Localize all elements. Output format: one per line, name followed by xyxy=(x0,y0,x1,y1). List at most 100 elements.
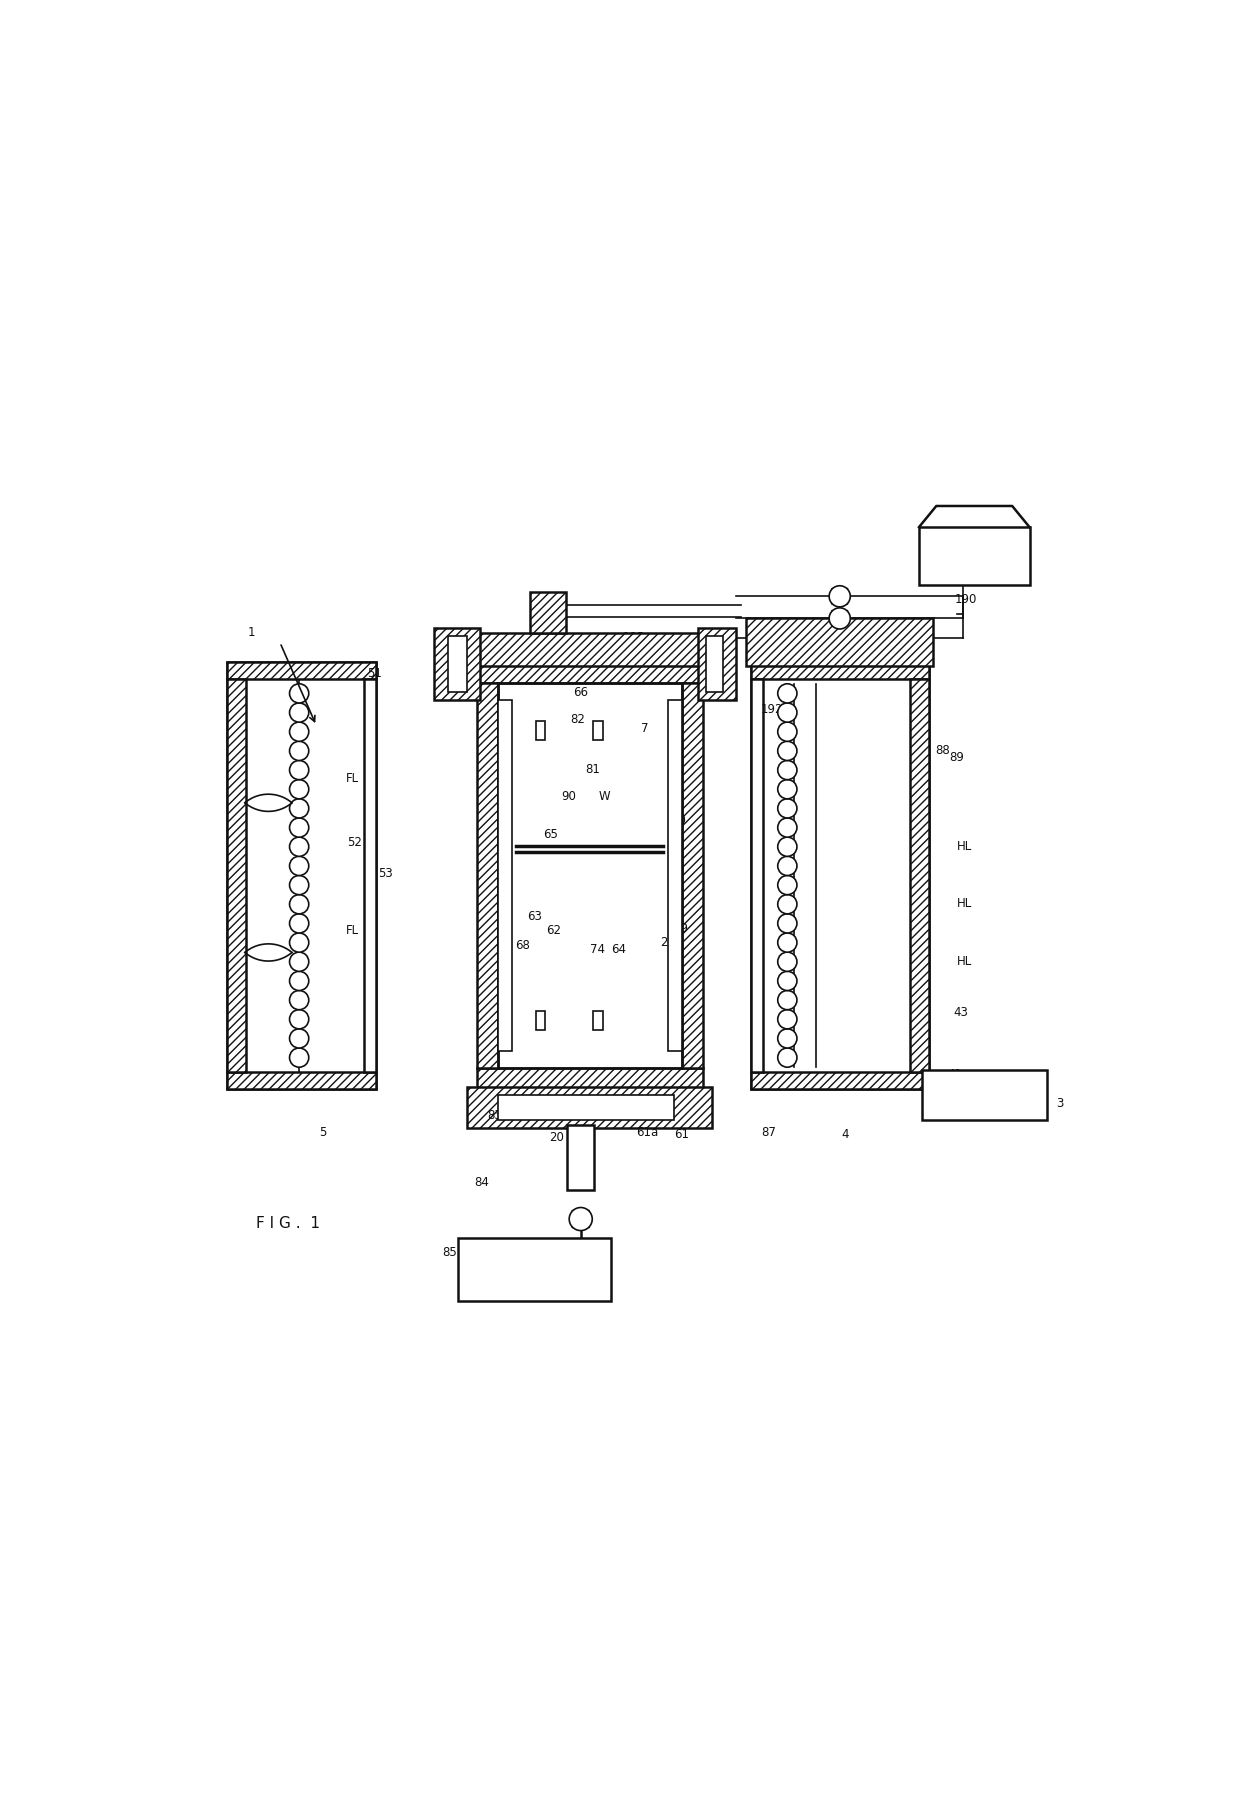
Text: GAS: GAS xyxy=(521,1276,548,1291)
Text: F I G .  1: F I G . 1 xyxy=(255,1217,320,1231)
Bar xyxy=(536,722,546,740)
Circle shape xyxy=(289,702,309,722)
Circle shape xyxy=(289,800,309,818)
Bar xyxy=(477,682,498,1069)
Circle shape xyxy=(830,587,851,606)
Text: 21: 21 xyxy=(660,935,675,949)
Circle shape xyxy=(777,722,797,742)
Text: 1: 1 xyxy=(247,626,255,639)
Text: 185: 185 xyxy=(622,632,645,644)
Bar xyxy=(227,1072,376,1088)
Bar xyxy=(458,1238,611,1301)
Text: 53: 53 xyxy=(378,866,393,879)
Text: 66: 66 xyxy=(573,686,588,699)
Text: 51: 51 xyxy=(367,666,382,680)
Circle shape xyxy=(777,1029,797,1049)
Text: 65: 65 xyxy=(543,828,558,841)
Text: EXHAUST: EXHAUST xyxy=(941,549,1007,563)
Circle shape xyxy=(777,818,797,838)
Text: 62: 62 xyxy=(547,924,562,937)
Text: 191: 191 xyxy=(711,688,733,700)
Text: 82: 82 xyxy=(570,713,585,726)
Bar xyxy=(477,1069,703,1088)
Circle shape xyxy=(777,971,797,991)
Circle shape xyxy=(289,742,309,760)
Text: HL: HL xyxy=(956,955,972,967)
Bar xyxy=(498,700,512,1051)
Circle shape xyxy=(777,1049,797,1067)
Bar xyxy=(536,1011,546,1029)
Bar xyxy=(698,628,737,700)
Text: 7: 7 xyxy=(641,722,649,735)
Text: 83: 83 xyxy=(487,1108,502,1121)
Circle shape xyxy=(289,913,309,933)
Circle shape xyxy=(289,933,309,953)
Circle shape xyxy=(777,684,797,702)
Bar xyxy=(682,682,703,1069)
Bar xyxy=(593,1011,603,1029)
Bar xyxy=(467,1087,713,1128)
Text: FL: FL xyxy=(346,773,358,785)
Circle shape xyxy=(289,1029,309,1049)
Circle shape xyxy=(289,856,309,875)
Text: 61: 61 xyxy=(675,1128,689,1141)
Circle shape xyxy=(777,875,797,895)
Circle shape xyxy=(289,875,309,895)
Circle shape xyxy=(289,684,309,702)
Circle shape xyxy=(777,1009,797,1029)
Bar xyxy=(529,592,567,634)
Circle shape xyxy=(777,895,797,913)
Text: HL: HL xyxy=(956,839,972,852)
Text: 6: 6 xyxy=(569,1126,577,1139)
Circle shape xyxy=(289,991,309,1009)
Bar xyxy=(498,682,682,1069)
Text: W: W xyxy=(599,791,610,803)
Bar xyxy=(227,662,376,1088)
Circle shape xyxy=(777,953,797,971)
Text: 68: 68 xyxy=(515,939,529,951)
Bar xyxy=(227,662,376,679)
Circle shape xyxy=(289,722,309,742)
Bar xyxy=(363,679,376,1072)
Bar xyxy=(751,1072,929,1088)
Circle shape xyxy=(289,953,309,971)
Bar xyxy=(751,662,929,1088)
Text: 192: 192 xyxy=(760,704,784,717)
Circle shape xyxy=(777,933,797,953)
Text: CONTROLLER: CONTROLLER xyxy=(940,1088,1029,1101)
Bar xyxy=(706,635,723,693)
Circle shape xyxy=(289,760,309,780)
Text: 3: 3 xyxy=(1056,1097,1064,1110)
Text: 20: 20 xyxy=(549,1132,564,1144)
Text: 86: 86 xyxy=(667,792,681,805)
Text: 90: 90 xyxy=(560,791,575,803)
Bar xyxy=(668,700,682,1051)
Text: 4: 4 xyxy=(841,1128,848,1141)
Circle shape xyxy=(289,971,309,991)
Bar xyxy=(472,634,708,666)
Text: 69: 69 xyxy=(673,922,688,935)
Circle shape xyxy=(289,1049,309,1067)
Circle shape xyxy=(289,895,309,913)
Text: 85: 85 xyxy=(443,1245,458,1260)
Bar xyxy=(746,619,934,666)
Circle shape xyxy=(777,760,797,780)
Circle shape xyxy=(777,913,797,933)
Text: TREATMENT: TREATMENT xyxy=(495,1254,574,1267)
Circle shape xyxy=(777,856,797,875)
Text: FL: FL xyxy=(346,924,358,937)
Circle shape xyxy=(777,991,797,1009)
Text: 84: 84 xyxy=(475,1177,489,1189)
Text: 61a: 61a xyxy=(636,1126,658,1139)
Circle shape xyxy=(777,702,797,722)
Text: 5: 5 xyxy=(320,1126,327,1139)
Circle shape xyxy=(289,838,309,856)
Text: 52: 52 xyxy=(347,836,362,848)
Text: 43: 43 xyxy=(952,1005,967,1020)
Bar xyxy=(921,1070,1047,1121)
Bar xyxy=(919,527,1029,585)
Bar xyxy=(477,662,703,682)
Bar xyxy=(910,679,929,1072)
Text: 64: 64 xyxy=(611,944,626,957)
Circle shape xyxy=(569,1208,593,1231)
